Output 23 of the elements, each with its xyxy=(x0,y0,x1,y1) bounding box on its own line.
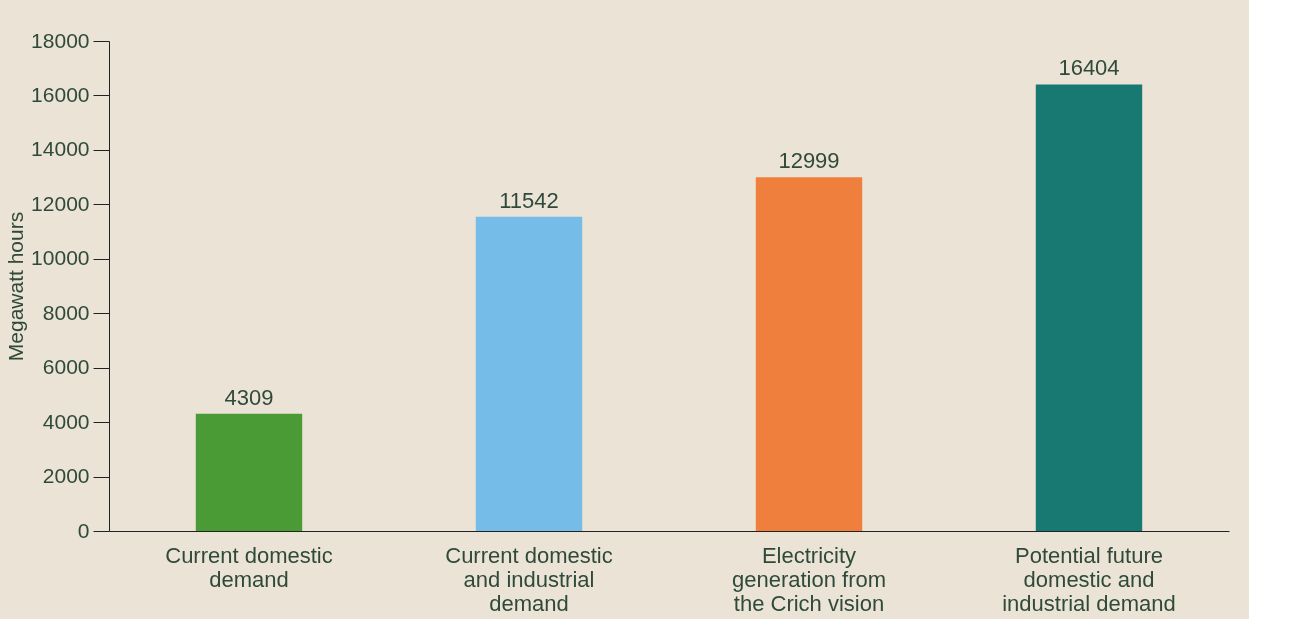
x-tick-label: Potential future domestic and industrial demand xyxy=(1002,542,1176,616)
bar xyxy=(755,177,863,531)
y-tick-label: 10000 xyxy=(31,246,90,270)
y-tick-label: 16000 xyxy=(31,82,90,106)
data-label: 11542 xyxy=(499,187,559,213)
bar xyxy=(1035,84,1143,531)
y-tick-label: 2000 xyxy=(42,464,90,488)
x-tick-label: Electricity generation from the Crich vision xyxy=(731,542,887,616)
data-label: 4309 xyxy=(224,384,274,410)
x-tick-label: Current domestic demand xyxy=(165,542,333,592)
y-tick-label: 14000 xyxy=(31,137,90,161)
y-tick-label: 12000 xyxy=(31,191,90,215)
y-tick-label: 6000 xyxy=(42,355,90,379)
bar xyxy=(195,413,303,531)
y-axis-title: Megawatt hours xyxy=(4,211,28,362)
data-label: 12999 xyxy=(778,148,840,174)
x-tick-label: Current domestic and industrial demand xyxy=(445,542,613,616)
y-tick-label: 8000 xyxy=(42,300,90,324)
y-tick-label: 4000 xyxy=(42,409,90,433)
bar xyxy=(475,216,583,531)
y-tick-label: 18000 xyxy=(31,28,90,52)
data-label: 16404 xyxy=(1058,55,1120,81)
y-tick-label: 0 xyxy=(77,518,90,542)
